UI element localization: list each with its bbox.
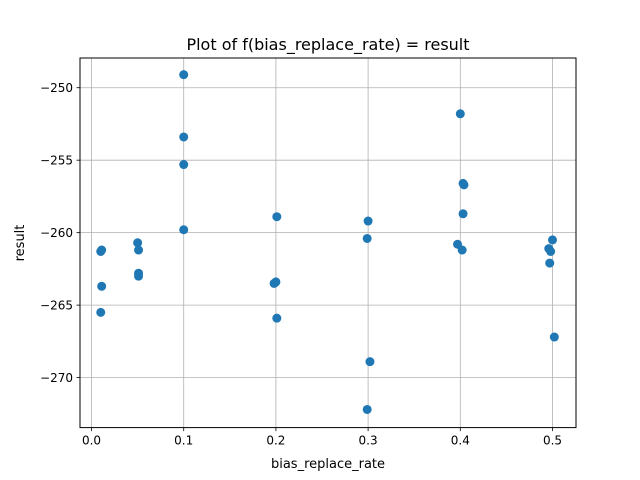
data-point [179, 225, 189, 235]
y-tick-label: −260 [40, 226, 73, 240]
x-axis-ticks: 0.0 0.1 0.2 0.3 0.4 0.5 [82, 427, 562, 448]
data-point [134, 271, 144, 281]
data-point [271, 277, 281, 287]
data-point [97, 281, 107, 291]
data-point [458, 209, 468, 219]
y-tick-label: −270 [40, 371, 73, 385]
data-point [546, 246, 556, 256]
plot-frame [79, 57, 577, 429]
x-tick-label: 0.3 [359, 434, 378, 448]
data-point [179, 70, 189, 80]
data-point [134, 245, 144, 255]
chart-title: Plot of f(bias_replace_rate) = result [186, 35, 469, 55]
data-point [457, 245, 467, 255]
y-tick-label: −265 [40, 299, 73, 313]
x-tick-label: 0.4 [451, 434, 470, 448]
data-point [272, 212, 282, 222]
data-point [96, 307, 106, 317]
x-tick-label: 0.2 [266, 434, 285, 448]
data-point [455, 109, 465, 119]
data-point [547, 235, 557, 245]
data-point [179, 132, 189, 142]
x-tick-label: 0.5 [543, 434, 562, 448]
data-point [97, 245, 107, 255]
y-axis-ticks: −270 −265 −260 −255 −250 [40, 81, 80, 385]
data-point [545, 258, 555, 268]
data-points [96, 70, 559, 414]
data-point [363, 216, 373, 226]
y-tick-label: −250 [40, 81, 73, 95]
x-tick-label: 0.0 [82, 434, 101, 448]
x-tick-label: 0.1 [174, 434, 193, 448]
y-tick-label: −255 [40, 154, 73, 168]
x-axis-label: bias_replace_rate [271, 457, 385, 472]
data-point [272, 313, 282, 323]
data-point [133, 238, 143, 248]
y-axis-label: result [13, 225, 28, 262]
data-point [362, 404, 372, 414]
data-point [459, 180, 469, 190]
data-point [362, 233, 372, 243]
data-point [365, 357, 375, 367]
data-point [549, 332, 559, 342]
data-point [179, 160, 189, 170]
